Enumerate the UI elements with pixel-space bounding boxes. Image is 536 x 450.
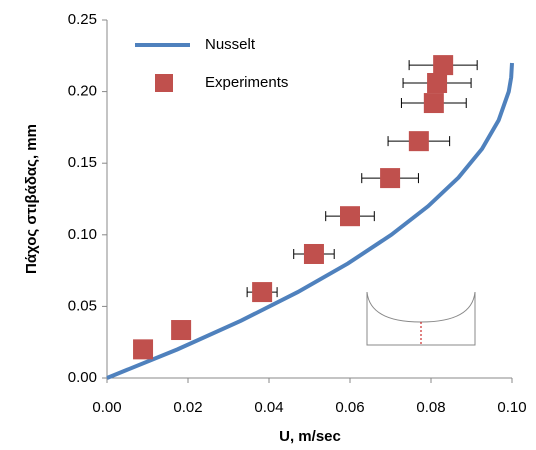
y-tick-label: 0.10 [68,226,97,243]
x-tick-label: 0.00 [92,399,121,416]
y-tick-label: 0.15 [68,154,97,171]
y-tick-label: 0.00 [68,369,97,386]
x-tick-label: 0.06 [335,399,364,416]
data-point [133,339,154,360]
data-point [427,73,448,94]
data-point [423,93,444,114]
data-point [252,282,273,303]
inset-diagram [366,291,476,346]
legend-label: Nusselt [205,36,256,53]
data-point [433,55,454,76]
inset-box [366,292,476,346]
x-axis-title: U, m/sec [279,428,341,445]
y-tick-label: 0.20 [68,83,97,100]
x-tick-label: 0.04 [254,399,283,416]
legend-marker [155,74,173,92]
data-point [340,206,360,227]
data-point [380,168,401,189]
data-point [303,243,324,264]
x-tick-label: 0.02 [173,399,202,416]
y-axis-title: Πάχος στιβάδας, mm [23,124,40,274]
legend-label: Experiments [205,74,288,91]
data-point [171,320,192,341]
inset-meniscus [366,291,476,323]
y-tick-label: 0.25 [68,11,97,28]
y-tick-label: 0.05 [68,297,97,314]
data-point [408,131,429,152]
nusselt-line [106,62,514,380]
x-tick-label: 0.08 [416,399,445,416]
x-tick-label: 0.10 [497,399,526,416]
